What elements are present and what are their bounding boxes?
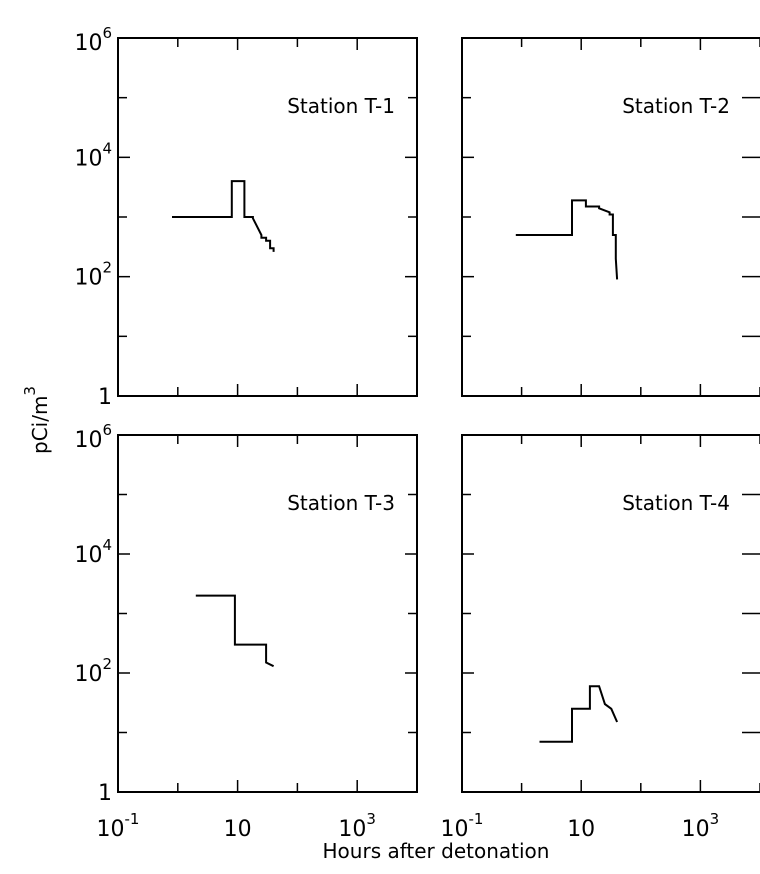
y-tick-label-exp: 6 (102, 24, 112, 42)
x-tick-label-exp: 3 (366, 810, 376, 828)
y-tick-label: 106 (74, 421, 112, 453)
y-tick-label-base: 10 (74, 146, 102, 171)
y-tick-label-base: 1 (98, 385, 112, 410)
y-axis-title-base: pCi/m (28, 396, 52, 454)
y-tick-label: 102 (74, 259, 112, 291)
x-tick-label-base: 10 (224, 817, 252, 842)
x-tick-label: 10 (567, 817, 595, 842)
x-tick-label: 10-1 (97, 810, 140, 842)
y-tick-label-exp: 4 (102, 536, 112, 554)
panel-2: Station T-2 (461, 37, 760, 397)
x-tick-label-exp: -1 (125, 810, 140, 828)
panel-frame (461, 434, 760, 793)
y-axis-title: pCi/m3 (21, 386, 52, 454)
series-line (515, 199, 619, 280)
series-line (539, 685, 619, 743)
x-tick-label-exp: -1 (469, 810, 484, 828)
y-tick-label: 1 (98, 385, 112, 410)
x-tick-label-base: 10 (97, 817, 125, 842)
y-tick-label-base: 10 (74, 31, 102, 56)
x-tick-label-base: 10 (682, 817, 710, 842)
x-tick-label: 10-1 (441, 810, 484, 842)
panel-title: Station T-1 (287, 94, 395, 118)
y-tick-label-base: 1 (98, 781, 112, 806)
y-tick-label-base: 10 (74, 428, 102, 453)
y-axis-title-exp: 3 (21, 386, 39, 396)
panel-4: Station T-4 (461, 434, 760, 793)
y-tick-label-exp: 6 (102, 421, 112, 439)
y-tick-label: 106 (74, 24, 112, 56)
y-tick-label-base: 10 (74, 266, 102, 291)
x-tick-label: 103 (682, 810, 720, 842)
y-tick-label: 104 (74, 536, 112, 568)
y-tick-label-exp: 2 (102, 655, 112, 673)
y-tick-label: 102 (74, 655, 112, 687)
y-tick-label: 104 (74, 139, 112, 171)
x-axis-title: Hours after detonation (323, 839, 550, 863)
y-tick-label: 1 (98, 781, 112, 806)
y-tick-label-base: 10 (74, 543, 102, 568)
x-tick-label-base: 10 (338, 817, 366, 842)
panel-frame (461, 37, 760, 397)
panels-layer: Station T-1 Station T-2 Station T-3 Station… (117, 37, 760, 793)
x-tick-label-base: 10 (567, 817, 595, 842)
y-tick-label-exp: 4 (102, 139, 112, 157)
panel-title: Station T-4 (622, 491, 730, 515)
panel-frame (117, 37, 418, 397)
series-line (195, 594, 275, 668)
x-tick-label-base: 10 (441, 817, 469, 842)
y-tick-label-exp: 2 (102, 259, 112, 277)
x-tick-label: 103 (338, 810, 376, 842)
x-tick-label-exp: 3 (710, 810, 720, 828)
panel-3: Station T-3 (117, 434, 418, 793)
panel-title: Station T-2 (622, 94, 730, 118)
panel-frame (117, 434, 418, 793)
panel-title: Station T-3 (287, 491, 395, 515)
y-tick-label-base: 10 (74, 662, 102, 687)
x-tick-label: 10 (224, 817, 252, 842)
panel-1: Station T-1 (117, 37, 418, 397)
series-line (172, 180, 275, 252)
